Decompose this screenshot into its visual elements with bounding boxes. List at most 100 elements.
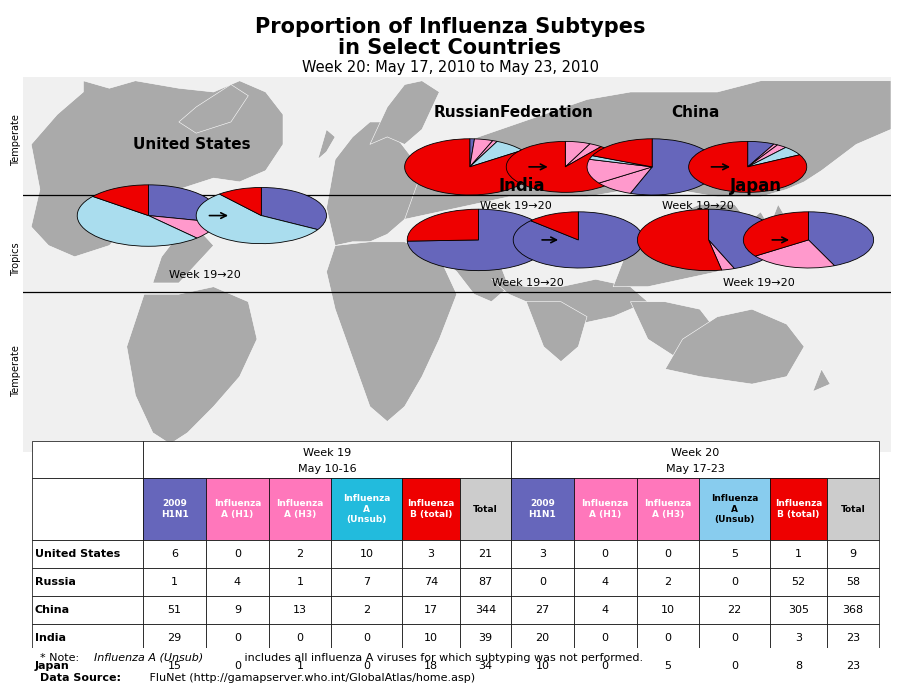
Text: RussianFederation: RussianFederation [433, 105, 593, 120]
Text: 3: 3 [539, 549, 546, 559]
Text: 5: 5 [664, 661, 671, 671]
Wedge shape [513, 212, 644, 268]
Wedge shape [637, 209, 722, 271]
Bar [32, 478, 143, 540]
Text: Proportion of Influenza Subtypes: Proportion of Influenza Subtypes [255, 17, 645, 36]
Text: 0: 0 [664, 549, 671, 559]
Text: Influenza
B (total): Influenza B (total) [407, 499, 454, 519]
Bar [331, 652, 402, 680]
Polygon shape [327, 122, 422, 246]
Polygon shape [770, 204, 787, 227]
Polygon shape [526, 302, 587, 362]
Bar [511, 652, 574, 680]
Bar [269, 652, 331, 680]
Wedge shape [470, 141, 497, 167]
Wedge shape [470, 139, 493, 167]
Polygon shape [153, 227, 213, 283]
Text: 87: 87 [478, 577, 492, 587]
Bar [574, 568, 636, 596]
Text: 2: 2 [296, 549, 303, 559]
Text: Week 19→20: Week 19→20 [662, 201, 734, 211]
Polygon shape [127, 287, 257, 444]
Wedge shape [531, 212, 579, 240]
Text: 5: 5 [731, 549, 738, 559]
Text: Influenza
A (H1): Influenza A (H1) [581, 499, 629, 519]
Bar [402, 478, 460, 540]
Wedge shape [148, 185, 220, 223]
Text: United States: United States [35, 549, 121, 559]
Text: Total: Total [472, 505, 498, 514]
Wedge shape [408, 209, 550, 271]
Text: 1: 1 [171, 577, 178, 587]
Bar [143, 478, 206, 540]
Bar [699, 478, 770, 540]
Bar [269, 478, 331, 540]
Bar [143, 596, 206, 624]
Bar [331, 540, 402, 568]
Text: Influenza
A
(Unsub): Influenza A (Unsub) [343, 494, 391, 524]
Bar [511, 478, 574, 540]
Text: 20: 20 [536, 633, 550, 643]
Text: 10: 10 [661, 605, 675, 615]
Text: 10: 10 [536, 661, 550, 671]
Bar [331, 624, 402, 652]
Text: 58: 58 [846, 577, 860, 587]
Text: * Note:: * Note: [40, 653, 83, 663]
Wedge shape [407, 209, 479, 241]
Bar [402, 540, 460, 568]
Text: 9: 9 [850, 549, 857, 559]
Text: Data Source:: Data Source: [40, 673, 122, 682]
Text: Temperate: Temperate [11, 114, 22, 166]
Text: 2009
H1N1: 2009 H1N1 [528, 499, 556, 519]
Wedge shape [565, 144, 601, 167]
Text: 18: 18 [424, 661, 437, 671]
Bar [770, 540, 827, 568]
Bar [699, 652, 770, 680]
Bar [636, 652, 699, 680]
Text: 0: 0 [364, 661, 370, 671]
Text: Influenza
A (H3): Influenza A (H3) [644, 499, 691, 519]
Wedge shape [590, 155, 652, 167]
Text: 0: 0 [731, 577, 738, 587]
Bar [636, 596, 699, 624]
Bar [770, 596, 827, 624]
Text: 305: 305 [788, 605, 809, 615]
Bar [460, 652, 511, 680]
Text: Week 19→20: Week 19→20 [480, 201, 552, 211]
Text: India: India [499, 176, 545, 195]
Wedge shape [470, 139, 474, 167]
Text: 51: 51 [167, 605, 182, 615]
Text: 22: 22 [727, 605, 742, 615]
Text: 10: 10 [360, 549, 373, 559]
Bar [32, 540, 143, 568]
Wedge shape [77, 197, 197, 246]
Wedge shape [748, 144, 778, 167]
Text: 0: 0 [234, 633, 241, 643]
Bar [402, 624, 460, 652]
Polygon shape [613, 204, 752, 287]
Text: 0: 0 [364, 633, 370, 643]
Bar [143, 568, 206, 596]
Text: in Select Countries: in Select Countries [338, 38, 562, 57]
Text: Week 19→20: Week 19→20 [169, 270, 241, 281]
Text: Week 19→20: Week 19→20 [492, 278, 563, 288]
Bar [32, 652, 143, 680]
Wedge shape [587, 160, 652, 183]
Bar [511, 441, 879, 478]
Text: United States: United States [133, 137, 251, 152]
Bar [460, 478, 511, 540]
Bar [143, 624, 206, 652]
Bar [460, 596, 511, 624]
Wedge shape [470, 141, 522, 167]
Text: India: India [35, 633, 66, 643]
Text: 29: 29 [167, 633, 182, 643]
Bar [574, 652, 636, 680]
Bar [331, 478, 402, 540]
Bar [269, 596, 331, 624]
Text: 8: 8 [795, 661, 802, 671]
Text: 0: 0 [234, 549, 241, 559]
Wedge shape [743, 212, 808, 256]
Bar [402, 596, 460, 624]
Text: 23: 23 [846, 633, 860, 643]
Text: Influenza
A
(Unsub): Influenza A (Unsub) [711, 494, 759, 524]
